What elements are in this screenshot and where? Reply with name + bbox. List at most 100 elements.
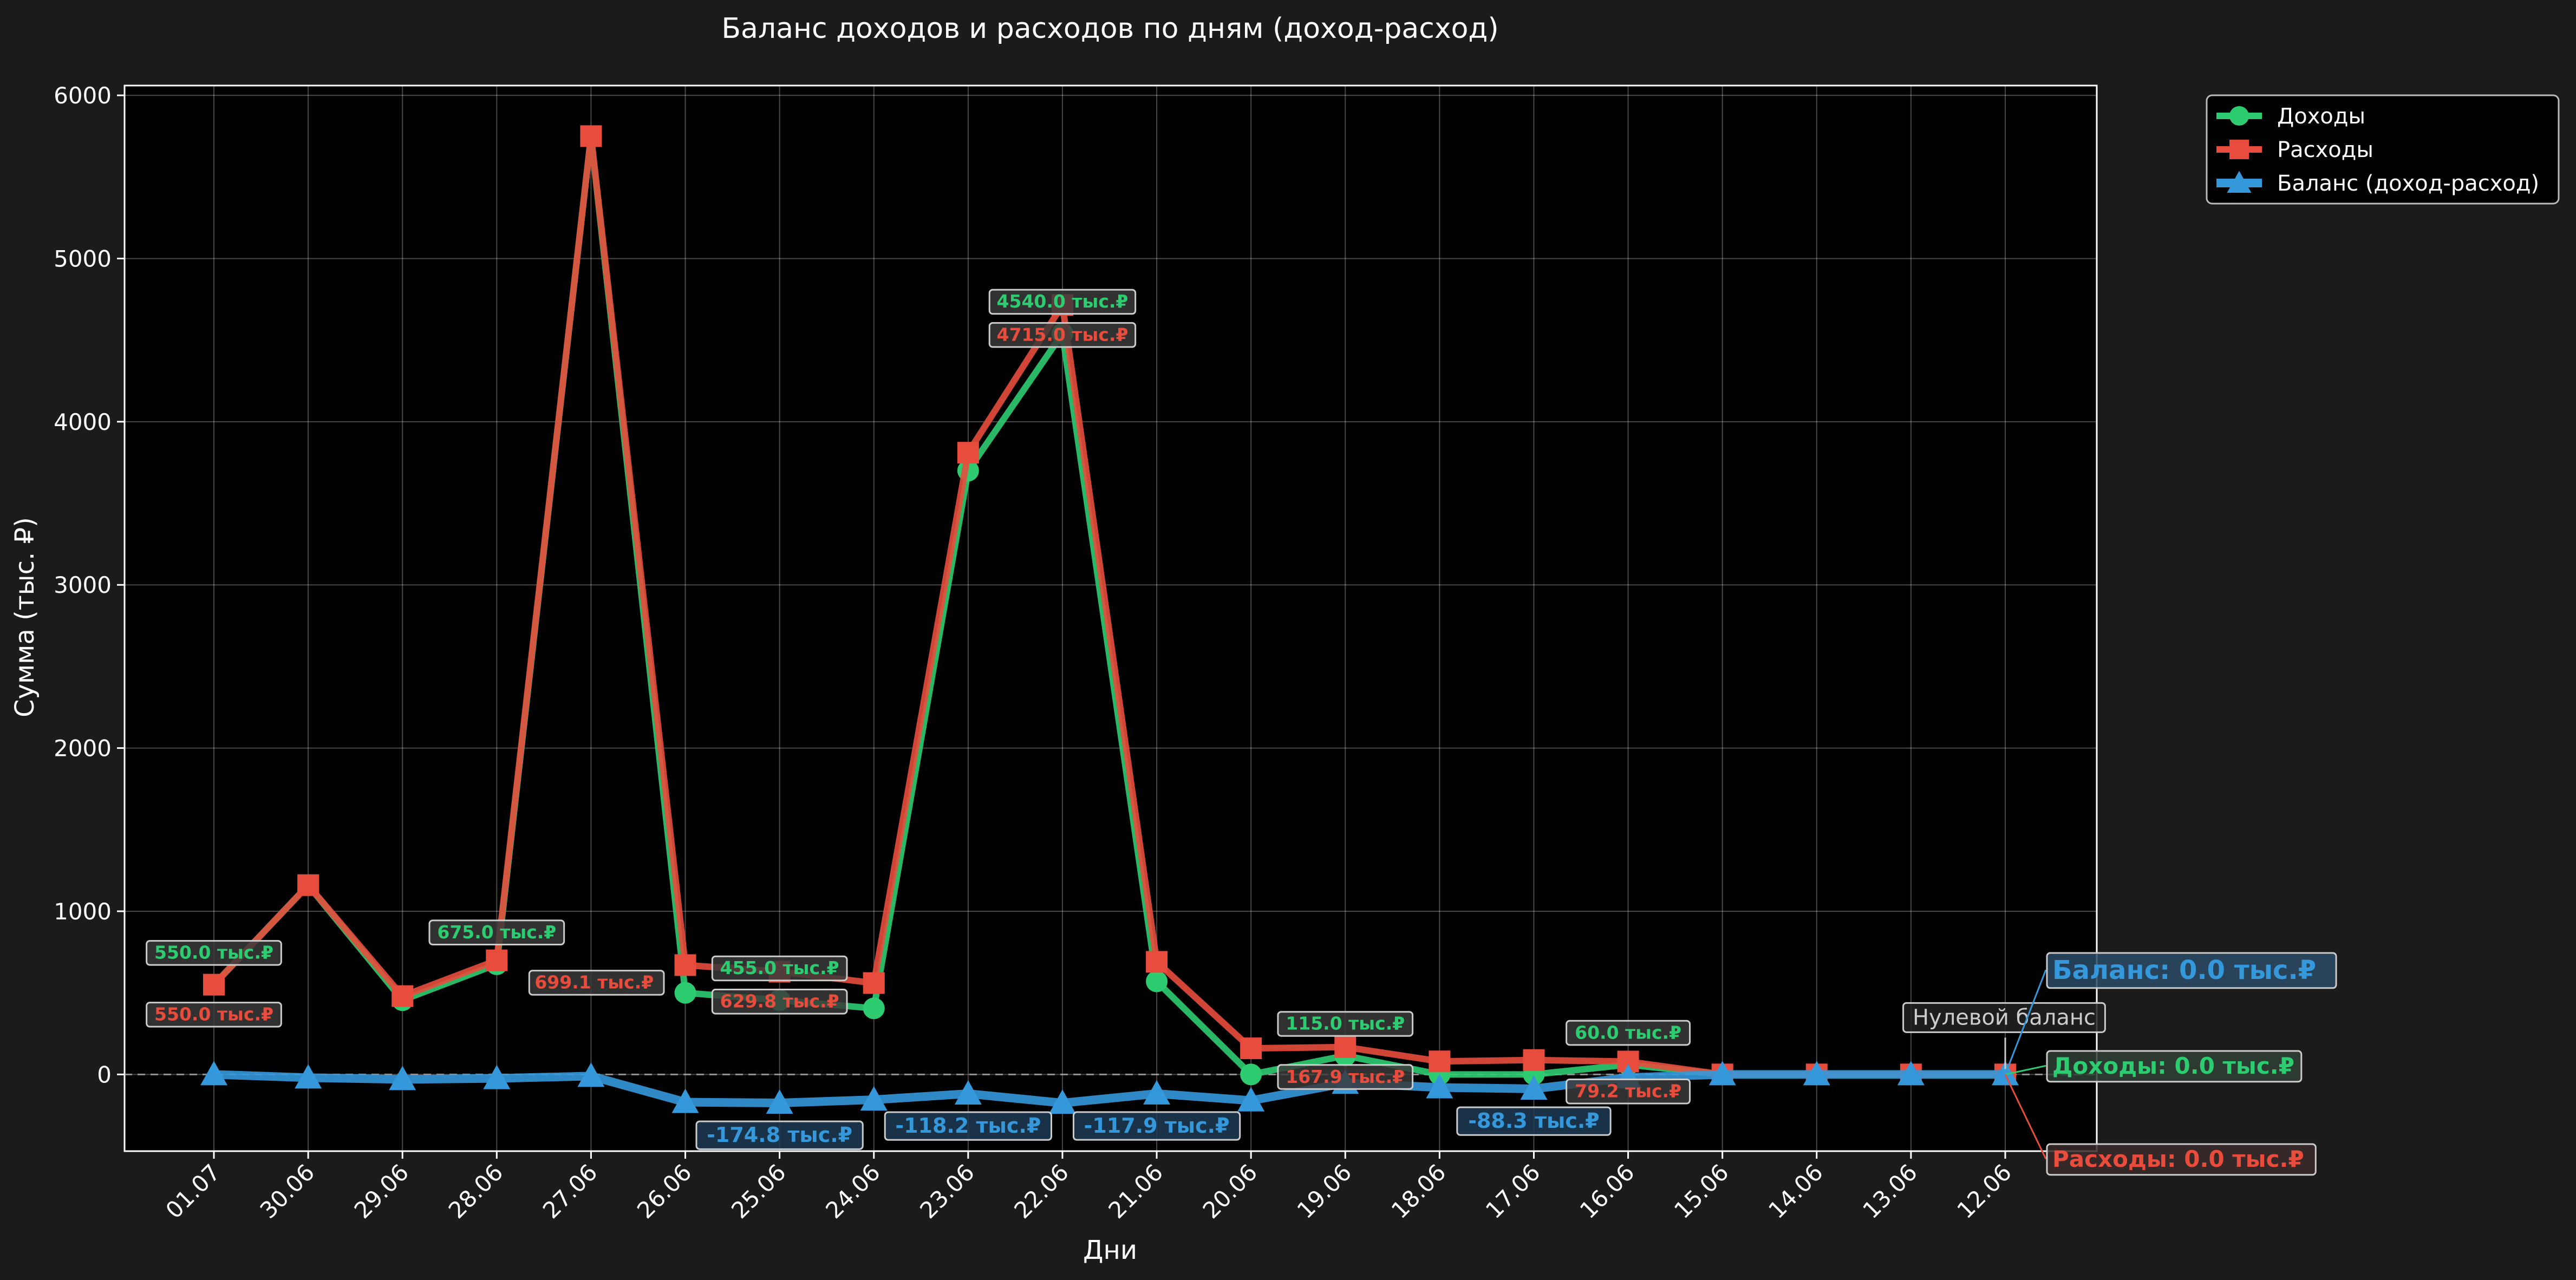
data-label: 60.0 тыс.₽ (1566, 1020, 1691, 1046)
data-label-text: 675.0 тыс.₽ (437, 922, 556, 943)
data-label-text: 60.0 тыс.₽ (1575, 1022, 1681, 1043)
data-label: 550.0 тыс.₽ (146, 1002, 282, 1028)
data-point (295, 1064, 322, 1089)
y-tick-label: 6000 (54, 82, 112, 109)
data-point (954, 1080, 982, 1105)
data-label-box (1456, 1106, 1612, 1136)
data-label: 79.2 тыс.₽ (1566, 1078, 1691, 1105)
final-label-connector (2005, 1065, 2046, 1075)
data-label-box (1566, 1078, 1691, 1105)
grid (125, 86, 2097, 1151)
data-label-text: 4715.0 тыс.₽ (997, 324, 1129, 345)
y-axis-label: Сумма (тыс. ₽) (10, 517, 40, 717)
data-label: 675.0 тыс.₽ (428, 919, 565, 945)
zero-balance-label-text: Нулевой баланс (1913, 1005, 2096, 1030)
data-label-box (711, 955, 848, 982)
data-label: 699.1 тыс.₽ (528, 970, 665, 996)
data-label: -174.8 тыс.₽ (695, 1120, 864, 1150)
final-label-text: Доходы: 0.0 тыс.₽ (2052, 1053, 2294, 1079)
data-label-text: 79.2 тыс.₽ (1575, 1080, 1681, 1101)
data-point (200, 1061, 227, 1086)
legend-marker (2229, 140, 2249, 159)
final-label-connector (2004, 1074, 2047, 1159)
series-line-2 (213, 1070, 2005, 1108)
series-layer (200, 125, 2019, 1114)
legend-box (2206, 94, 2560, 205)
data-point (1426, 1074, 1453, 1099)
data-point (766, 1089, 793, 1114)
data-label-text: -88.3 тыс.₽ (1468, 1109, 1600, 1133)
data-point (486, 949, 508, 971)
data-label-text: 699.1 тыс.₽ (534, 972, 654, 993)
data-point (1429, 1050, 1451, 1073)
data-label-box (428, 919, 565, 945)
y-tick-label: 0 (97, 1061, 112, 1088)
data-label-box (1277, 1064, 1414, 1090)
data-point (577, 1062, 605, 1087)
data-point (1803, 1061, 1830, 1086)
data-label-box (1072, 1111, 1241, 1141)
y-tick-label: 4000 (54, 409, 112, 435)
y-tick-label: 2000 (54, 735, 112, 762)
zero-balance-label-box (1902, 1002, 2106, 1033)
data-point (1237, 1087, 1265, 1112)
final-label: Расходы: 0.0 тыс.₽ (2046, 1143, 2317, 1176)
data-label-text: 167.9 тыс.₽ (1286, 1066, 1405, 1087)
legend-label: Доходы (2277, 104, 2365, 129)
zero-balance-label: Нулевой баланс (1902, 1002, 2106, 1033)
data-point (1143, 1080, 1171, 1105)
data-label: 4715.0 тыс.₽ (988, 322, 1137, 348)
data-label-box (528, 970, 665, 996)
data-label: 550.0 тыс.₽ (146, 940, 282, 966)
data-point (483, 1065, 511, 1089)
data-label-box (988, 289, 1137, 315)
data-label-box (146, 940, 282, 966)
data-label-text: 550.0 тыс.₽ (154, 942, 273, 963)
data-point (203, 974, 225, 996)
final-label: Баланс: 0.0 тыс.₽ (2046, 952, 2337, 989)
annotations-layer: 550.0 тыс.₽ 550.0 тыс.₽ 675.0 тыс.₽ 699.1 т… (146, 289, 2337, 1176)
chart-title: Баланс доходов и расходов по дням (доход… (721, 12, 1498, 45)
data-label: 629.8 тыс.₽ (711, 989, 848, 1015)
final-label-box (2046, 1143, 2317, 1176)
legend-marker (2227, 171, 2252, 193)
data-point (389, 1066, 416, 1090)
data-label-text: -174.8 тыс.₽ (707, 1123, 852, 1147)
data-label-box (988, 322, 1137, 348)
data-label: -117.9 тыс.₽ (1072, 1111, 1241, 1141)
data-point (863, 972, 885, 994)
data-point (671, 1088, 699, 1113)
data-point (957, 442, 979, 464)
data-label-box (1277, 1011, 1414, 1037)
data-label-text: 550.0 тыс.₽ (154, 1004, 273, 1025)
data-label: 4540.0 тыс.₽ (988, 289, 1137, 315)
data-label-text: -117.9 тыс.₽ (1084, 1114, 1230, 1138)
data-label-box (695, 1120, 864, 1150)
final-label-text: Баланс: 0.0 тыс.₽ (2052, 955, 2316, 985)
data-label-box (146, 1002, 282, 1028)
data-label-box (1566, 1020, 1691, 1046)
data-point (674, 982, 696, 1004)
data-point (1240, 1037, 1262, 1060)
legend: Доходы Расходы Баланс (доход-расход) (2206, 94, 2560, 205)
data-label: 167.9 тыс.₽ (1277, 1064, 1414, 1090)
data-point (1240, 1063, 1262, 1086)
data-point (1523, 1049, 1545, 1071)
y-tick-label: 3000 (54, 572, 112, 598)
data-point (1520, 1075, 1548, 1100)
legend-label: Расходы (2277, 138, 2373, 162)
data-label-box (711, 989, 848, 1015)
y-tick-label: 5000 (54, 245, 112, 272)
final-label-text: Расходы: 0.0 тыс.₽ (2052, 1146, 2304, 1172)
data-label-text: 455.0 тыс.₽ (720, 957, 839, 978)
data-label: -88.3 тыс.₽ (1456, 1106, 1612, 1136)
y-tick-label: 1000 (54, 898, 112, 925)
data-point (860, 1086, 888, 1111)
data-label-text: 115.0 тыс.₽ (1286, 1013, 1405, 1034)
data-label-text: 629.8 тыс.₽ (720, 991, 839, 1012)
final-label-box (2046, 952, 2337, 989)
data-point (674, 954, 696, 976)
data-point (580, 125, 602, 147)
data-label: -118.2 тыс.₽ (884, 1111, 1052, 1141)
